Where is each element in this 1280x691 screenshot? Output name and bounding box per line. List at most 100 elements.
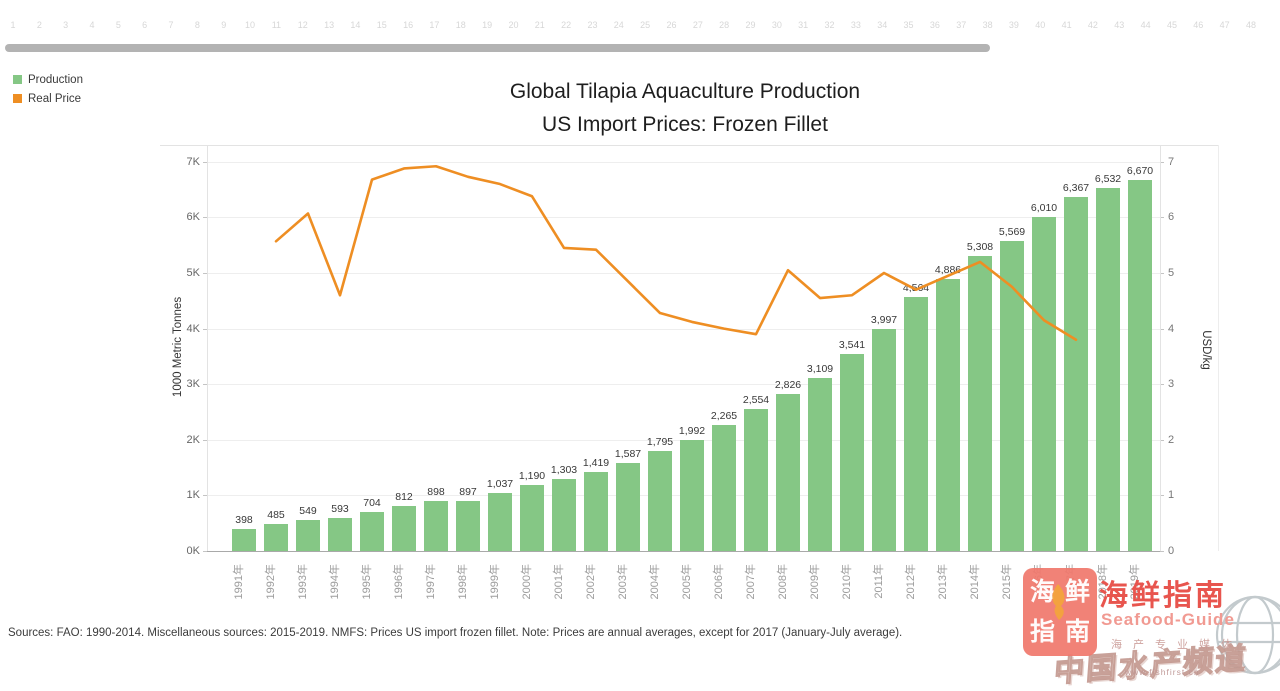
grid-line: [207, 217, 1160, 219]
legend-item-production: Production: [13, 70, 83, 89]
ruler-number: 36: [929, 20, 940, 30]
left-axis-tick-label: 2K: [186, 433, 200, 446]
ruler-number: 16: [403, 20, 414, 30]
ruler-number: 30: [771, 20, 782, 30]
production-bar: [360, 511, 384, 551]
x-axis-year-label: 1991年: [233, 564, 245, 600]
production-bar: [776, 393, 800, 551]
bar-value-label: 6,532: [1094, 172, 1122, 185]
left-axis-tick-label: 6K: [186, 211, 200, 224]
x-axis-year-label: 1998年: [457, 564, 469, 600]
chart-subtitle: US Import Prices: Frozen Fillet: [542, 113, 828, 136]
ruler-number: 8: [194, 20, 200, 30]
bar-value-label: 3,109: [806, 363, 834, 376]
production-bar: [392, 505, 416, 551]
ruler-number: 40: [1035, 20, 1046, 30]
production-bar: [552, 478, 576, 551]
ruler-number: 18: [455, 20, 466, 30]
x-axis-year-label: 2010年: [841, 564, 853, 600]
watermark-tagline: 海产专业媒体: [1111, 639, 1243, 651]
x-axis-year-label: 2014年: [969, 564, 981, 600]
ruler-number: 26: [666, 20, 677, 30]
ruler-number: 20: [508, 20, 519, 30]
ruler-number: 31: [798, 20, 809, 30]
plot-top-border: [160, 145, 1218, 146]
right-axis-tick: [1160, 439, 1164, 441]
left-axis-tick-label: 0K: [186, 545, 200, 557]
production-bar: [1032, 216, 1056, 551]
bar-value-label: 485: [267, 509, 285, 522]
ruler-number: 43: [1114, 20, 1125, 30]
right-axis-tick: [1160, 328, 1164, 330]
x-axis-year-label: 1992年: [265, 564, 277, 600]
bar-value-label: 593: [331, 503, 349, 516]
bar-value-label: 1,303: [550, 463, 578, 476]
ruler-number: 22: [561, 20, 572, 30]
ruler-number: 34: [877, 20, 888, 30]
production-bar: [936, 279, 960, 551]
right-axis-tick-label: 1: [1168, 489, 1175, 502]
x-axis-year-label: 1995年: [361, 564, 373, 600]
production-bar: [744, 408, 768, 551]
x-axis-year-label: 2000年: [521, 564, 533, 600]
bar-value-label: 1,037: [486, 478, 514, 491]
bar-value-label: 2,554: [742, 393, 770, 406]
ruler-number: 11: [271, 20, 282, 30]
right-axis-tick: [1160, 551, 1164, 552]
watermark-seafood-guide: 中国水产频道 海鲜指南 海鲜指南 Seafood-Guide 海产专业媒体 ww…: [1015, 560, 1280, 689]
ruler-number: 46: [1193, 20, 1204, 30]
bar-value-label: 2,265: [710, 410, 738, 423]
left-axis-tick: [203, 328, 207, 330]
horizontal-scrollbar-thumb[interactable]: [5, 44, 990, 52]
right-axis-title: USD/kg: [1200, 330, 1212, 370]
left-axis-tick: [203, 384, 207, 386]
ruler-number: 35: [903, 20, 914, 30]
ruler-number: 9: [221, 20, 227, 30]
watermark-brand-english: Seafood-Guide: [1101, 610, 1235, 629]
bar-value-label: 1,587: [614, 447, 642, 460]
ruler-number: 48: [1245, 20, 1256, 30]
production-bar: [584, 472, 608, 551]
ruler-number: 2: [36, 20, 42, 30]
seal-character: 鲜: [1064, 578, 1090, 606]
ruler-number: 29: [745, 20, 756, 30]
watermark-brand-chinese: 海鲜指南: [1099, 580, 1228, 612]
ruler-number: 42: [1087, 20, 1098, 30]
ruler-number: 19: [482, 20, 493, 30]
production-bar: [264, 524, 288, 551]
left-axis-tick: [203, 273, 207, 274]
bar-value-label: 549: [299, 505, 317, 518]
left-axis-tick: [203, 161, 207, 163]
left-axis-tick-label: 3K: [186, 378, 200, 391]
grid-line: [207, 161, 1160, 163]
ruler-number: 38: [982, 20, 993, 30]
left-axis-tick-label: 1K: [186, 489, 200, 502]
production-bar: [232, 528, 256, 551]
legend-label: Real Price: [28, 92, 82, 105]
production-bar: [456, 501, 480, 551]
production-bar: [488, 493, 512, 551]
ruler-number: 1: [10, 20, 16, 30]
x-axis-year-label: 2011年: [873, 564, 885, 599]
left-axis-tick-label: 7K: [186, 155, 200, 168]
right-axis-tick: [1160, 161, 1164, 163]
ruler-number: 5: [115, 20, 121, 30]
left-axis-tick: [203, 217, 207, 219]
left-axis-title: 1000 Metric Tonnes: [172, 296, 184, 398]
left-axis-tick: [203, 495, 207, 497]
right-axis-tick-label: 0: [1168, 545, 1175, 557]
bar-value-label: 1,795: [646, 436, 674, 449]
right-axis-tick-label: 7: [1168, 155, 1175, 168]
ruler-number: 4: [89, 20, 95, 30]
ruler-number: 10: [245, 20, 256, 30]
bar-value-label: 3,541: [838, 339, 866, 352]
plot-right-border: [1160, 145, 1161, 551]
bar-value-label: 2,826: [774, 378, 802, 391]
bar-value-label: 398: [235, 513, 253, 526]
seal-character: 指: [1029, 618, 1055, 646]
ruler-number: 14: [350, 20, 361, 30]
bar-value-label: 704: [363, 496, 381, 509]
x-axis-year-label: 2005年: [681, 564, 693, 600]
bar-value-label: 6,670: [1126, 165, 1154, 178]
ruler-number: 32: [824, 20, 835, 30]
